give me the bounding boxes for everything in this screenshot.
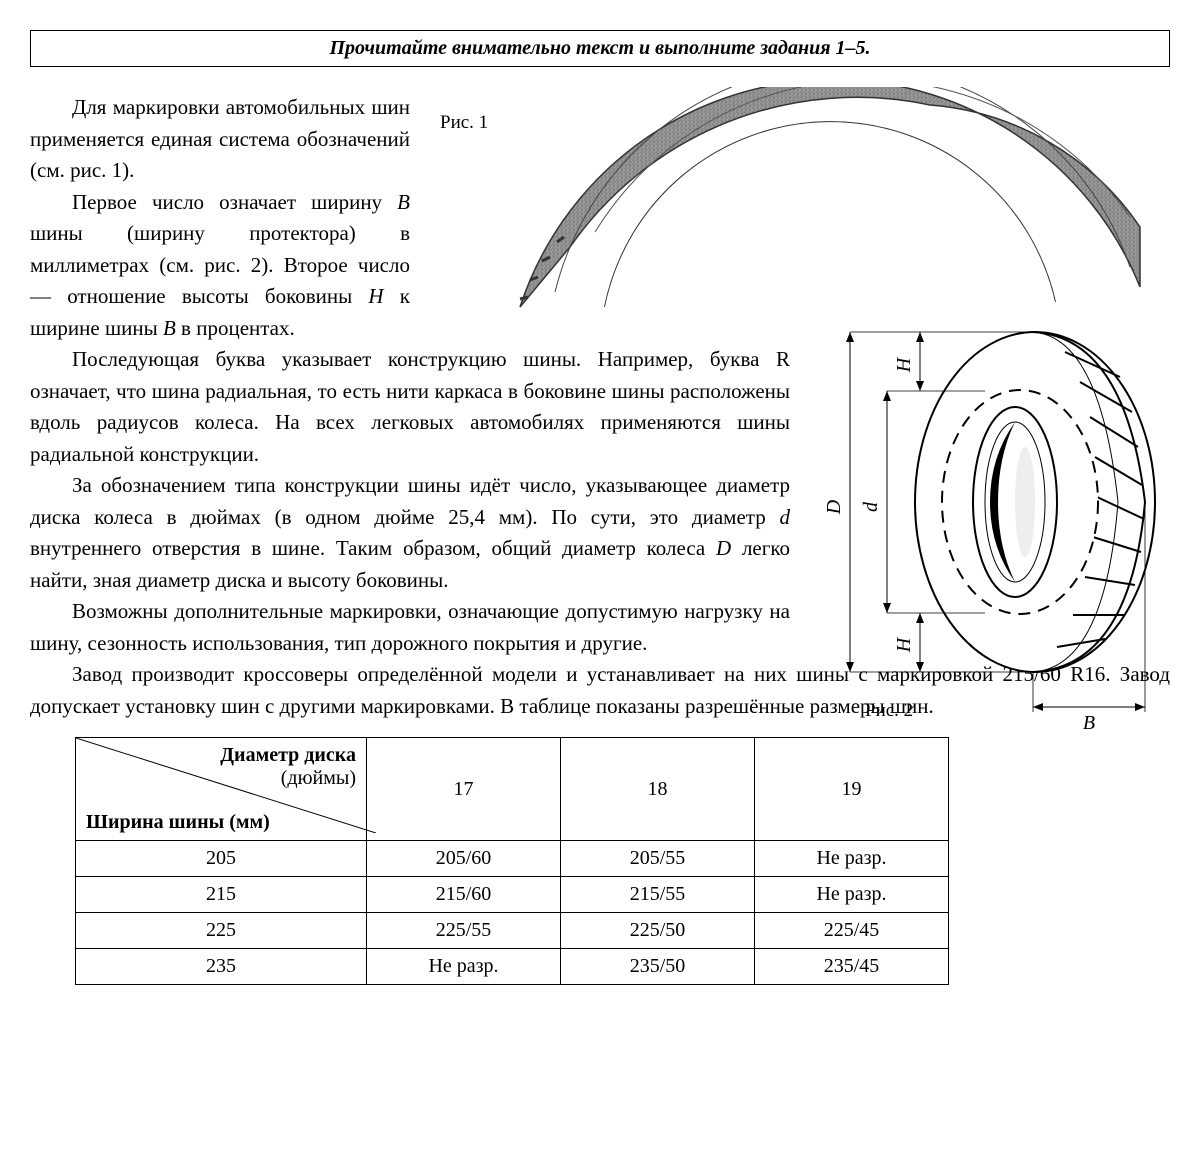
- cell: 205/55: [561, 841, 755, 877]
- width-label: Ширина шины (мм): [86, 811, 270, 834]
- cell: Не разр.: [755, 841, 949, 877]
- col-18: 18: [561, 738, 755, 841]
- row-width: 225: [76, 913, 367, 949]
- svg-text:H: H: [893, 636, 915, 653]
- cell: 215/55: [561, 877, 755, 913]
- col-19: 19: [755, 738, 949, 841]
- table-row: 225 225/55 225/50 225/45: [76, 913, 949, 949]
- svg-text:H: H: [893, 356, 915, 373]
- tire-size-table: Диаметр диска (дюймы) Ширина шины (мм) 1…: [75, 737, 949, 985]
- cell: 235/50: [561, 949, 755, 985]
- cell: 225/50: [561, 913, 755, 949]
- figure-2: D d H H B Рис. 2: [815, 327, 1165, 737]
- table-corner-cell: Диаметр диска (дюймы) Ширина шины (мм): [76, 738, 367, 841]
- instruction-text: Прочитайте внимательно текст и выполните…: [329, 37, 870, 59]
- paragraph-3: Последующая буква указывает конструкцию …: [30, 344, 790, 470]
- row-width: 235: [76, 949, 367, 985]
- figure-1: Рис. 1 255/70R15: [440, 87, 1160, 317]
- table-row: 205 205/60 205/55 Не разр.: [76, 841, 949, 877]
- cell: 235/45: [755, 949, 949, 985]
- paragraph-4: За обозначением типа конструкции шины ид…: [30, 470, 790, 596]
- table-row: 215 215/60 215/55 Не разр.: [76, 877, 949, 913]
- svg-text:D: D: [823, 499, 845, 515]
- paragraph-2: Первое число означает ширину B шины (шир…: [30, 187, 410, 345]
- col-17: 17: [367, 738, 561, 841]
- row-width: 205: [76, 841, 367, 877]
- row-width: 215: [76, 877, 367, 913]
- cell: 225/45: [755, 913, 949, 949]
- svg-text:d: d: [860, 501, 882, 512]
- cell: 225/55: [367, 913, 561, 949]
- cell: Не разр.: [367, 949, 561, 985]
- paragraph-5: Возможны дополнительные маркировки, озна…: [30, 596, 790, 659]
- cell: Не разр.: [755, 877, 949, 913]
- tire-arc-icon: 255/70R15: [440, 87, 1160, 317]
- table-header-row: Диаметр диска (дюймы) Ширина шины (мм) 1…: [76, 738, 949, 841]
- tire-side-icon: D d H H B: [815, 327, 1165, 737]
- instruction-box: Прочитайте внимательно текст и выполните…: [30, 30, 1170, 67]
- table-row: 235 Не разр. 235/50 235/45: [76, 949, 949, 985]
- content-area: Рис. 1 255/70R15: [30, 92, 1170, 985]
- fig1-label: Рис. 1: [440, 112, 488, 134]
- cell: 205/60: [367, 841, 561, 877]
- paragraph-1: Для маркировки автомобильных шин применя…: [30, 92, 410, 187]
- diameter-label: Диаметр диска (дюймы): [220, 744, 356, 790]
- svg-text:B: B: [1083, 712, 1095, 734]
- cell: 215/60: [367, 877, 561, 913]
- fig2-label: Рис. 2: [865, 700, 913, 722]
